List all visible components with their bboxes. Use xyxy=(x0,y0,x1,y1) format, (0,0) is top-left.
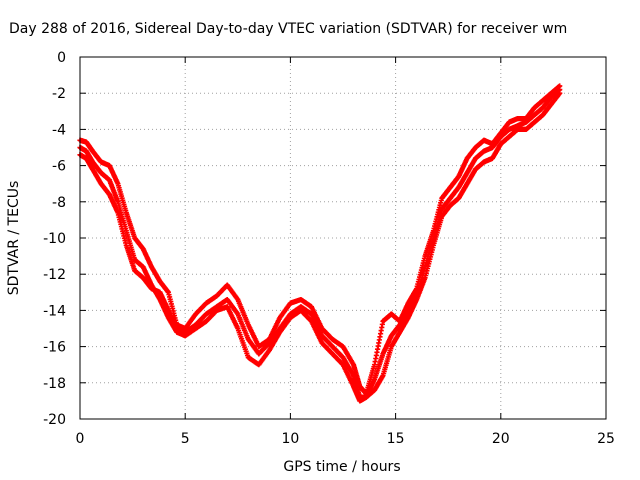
y-tick-label: -12 xyxy=(43,267,66,283)
x-tick-label: 25 xyxy=(597,431,615,447)
grid-lines xyxy=(80,57,606,419)
y-tick-label: -14 xyxy=(43,303,66,319)
chart-title: Day 288 of 2016, Sidereal Day-to-day VTE… xyxy=(9,21,567,37)
series-2 xyxy=(77,86,563,400)
data-points xyxy=(77,83,563,404)
y-tick-label: -2 xyxy=(52,86,66,102)
x-axis-label: GPS time / hours xyxy=(283,459,400,475)
x-tick-label: 0 xyxy=(76,431,85,447)
y-tick-label: -18 xyxy=(43,376,66,392)
series-0 xyxy=(77,83,563,397)
x-tick-label: 15 xyxy=(387,431,405,447)
x-tick-label: 20 xyxy=(492,431,510,447)
x-tick-label: 5 xyxy=(181,431,190,447)
y-tick-label: -8 xyxy=(52,195,66,211)
y-tick-labels: 0 -2 -4 -6 -8 -10 -12 -14 -16 -18 -20 xyxy=(43,50,66,428)
y-tick-label: 0 xyxy=(57,50,66,66)
x-tick-label: 10 xyxy=(281,431,299,447)
series-1 xyxy=(77,90,563,404)
y-tick-label: -6 xyxy=(52,159,66,175)
y-axis-label: SDTVAR / TECUs xyxy=(6,181,22,296)
data-point xyxy=(557,86,563,93)
y-tick-label: -20 xyxy=(43,412,66,428)
y-tick-label: -16 xyxy=(43,340,66,356)
axis-ticks xyxy=(79,56,607,420)
x-tick-labels: 0 5 10 15 20 25 xyxy=(76,431,615,447)
y-tick-label: -10 xyxy=(43,231,66,247)
y-tick-label: -4 xyxy=(52,122,66,138)
